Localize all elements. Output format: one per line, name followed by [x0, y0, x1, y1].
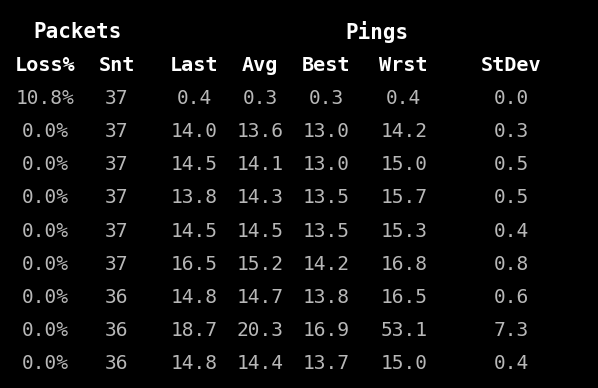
Text: 13.7: 13.7	[303, 354, 349, 373]
Text: 13.8: 13.8	[171, 189, 218, 207]
Text: 0.0: 0.0	[494, 89, 529, 108]
Text: Last: Last	[170, 56, 219, 75]
Text: 14.4: 14.4	[237, 354, 283, 373]
Text: 0.4: 0.4	[494, 222, 529, 241]
Text: 10.8%: 10.8%	[16, 89, 74, 108]
Text: 14.2: 14.2	[380, 122, 427, 141]
Text: 14.1: 14.1	[237, 155, 283, 174]
Text: 0.5: 0.5	[494, 189, 529, 207]
Text: 14.5: 14.5	[237, 222, 283, 241]
Text: 7.3: 7.3	[494, 321, 529, 340]
Text: Wrst: Wrst	[379, 56, 428, 75]
Text: 37: 37	[105, 89, 129, 108]
Text: 14.7: 14.7	[237, 288, 283, 307]
Text: 14.5: 14.5	[171, 222, 218, 241]
Text: 13.0: 13.0	[303, 155, 349, 174]
Text: 0.0%: 0.0%	[22, 354, 68, 373]
Text: 36: 36	[105, 321, 129, 340]
Text: 14.8: 14.8	[171, 354, 218, 373]
Text: 0.0%: 0.0%	[22, 155, 68, 174]
Text: 0.4: 0.4	[494, 354, 529, 373]
Text: 13.6: 13.6	[237, 122, 283, 141]
Text: 15.3: 15.3	[380, 222, 427, 241]
Text: 0.3: 0.3	[243, 89, 277, 108]
Text: 0.0%: 0.0%	[22, 288, 68, 307]
Text: Snt: Snt	[99, 56, 135, 75]
Text: StDev: StDev	[481, 56, 542, 75]
Text: 0.8: 0.8	[494, 255, 529, 274]
Text: 13.0: 13.0	[303, 122, 349, 141]
Text: Avg: Avg	[242, 56, 278, 75]
Text: 0.0%: 0.0%	[22, 222, 68, 241]
Text: 16.5: 16.5	[171, 255, 218, 274]
Text: Packets: Packets	[33, 22, 122, 42]
Text: 0.4: 0.4	[386, 89, 421, 108]
Text: 20.3: 20.3	[237, 321, 283, 340]
Text: 15.2: 15.2	[237, 255, 283, 274]
Text: 16.5: 16.5	[380, 288, 427, 307]
Text: 37: 37	[105, 122, 129, 141]
Text: 14.5: 14.5	[171, 155, 218, 174]
Text: 37: 37	[105, 222, 129, 241]
Text: 37: 37	[105, 255, 129, 274]
Text: 15.0: 15.0	[380, 354, 427, 373]
Text: Pings: Pings	[345, 21, 408, 43]
Text: 0.0%: 0.0%	[22, 255, 68, 274]
Text: 13.5: 13.5	[303, 189, 349, 207]
Text: 18.7: 18.7	[171, 321, 218, 340]
Text: 13.5: 13.5	[303, 222, 349, 241]
Text: 0.0%: 0.0%	[22, 189, 68, 207]
Text: 16.8: 16.8	[380, 255, 427, 274]
Text: 53.1: 53.1	[380, 321, 427, 340]
Text: 36: 36	[105, 288, 129, 307]
Text: 0.3: 0.3	[309, 89, 343, 108]
Text: 15.0: 15.0	[380, 155, 427, 174]
Text: 0.0%: 0.0%	[22, 321, 68, 340]
Text: 36: 36	[105, 354, 129, 373]
Text: 14.3: 14.3	[237, 189, 283, 207]
Text: 14.8: 14.8	[171, 288, 218, 307]
Text: 13.8: 13.8	[303, 288, 349, 307]
Text: 16.9: 16.9	[303, 321, 349, 340]
Text: 14.2: 14.2	[303, 255, 349, 274]
Text: 37: 37	[105, 189, 129, 207]
Text: Best: Best	[301, 56, 350, 75]
Text: Loss%: Loss%	[14, 56, 75, 75]
Text: 0.6: 0.6	[494, 288, 529, 307]
Text: 0.4: 0.4	[177, 89, 212, 108]
Text: 0.3: 0.3	[494, 122, 529, 141]
Text: 0.5: 0.5	[494, 155, 529, 174]
Text: 15.7: 15.7	[380, 189, 427, 207]
Text: 37: 37	[105, 155, 129, 174]
Text: 14.0: 14.0	[171, 122, 218, 141]
Text: 0.0%: 0.0%	[22, 122, 68, 141]
